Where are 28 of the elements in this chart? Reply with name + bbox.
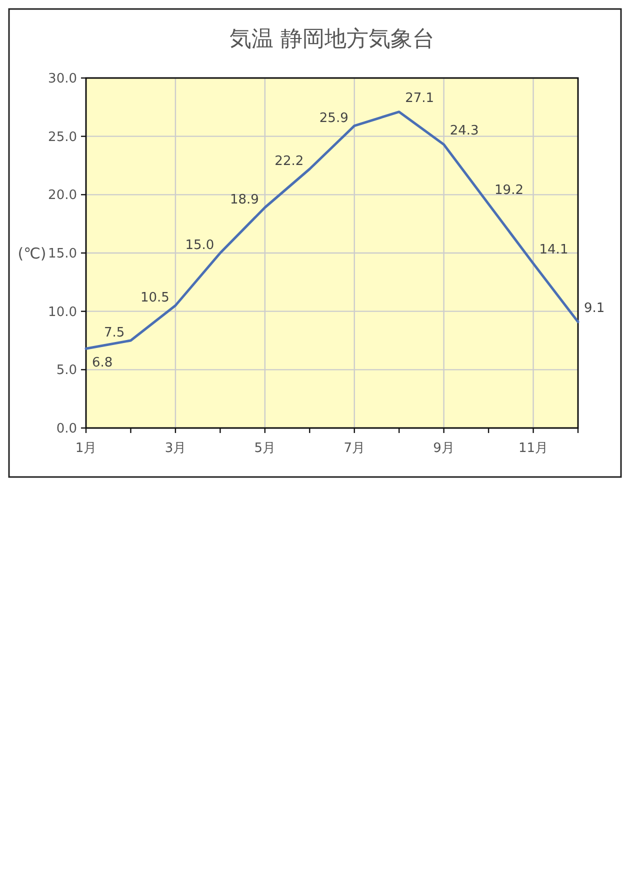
y-tick-label: 20.0	[48, 188, 77, 204]
y-tick-label: 10.0	[48, 304, 77, 320]
data-label: 14.1	[539, 242, 568, 258]
data-label: 10.5	[140, 290, 170, 306]
data-label: 22.2	[274, 154, 304, 169]
y-axis-title: (℃)	[18, 244, 46, 262]
x-tick-label: 7月	[344, 441, 366, 456]
x-tick-label: 3月	[164, 441, 186, 456]
data-label: 24.3	[450, 124, 479, 138]
data-label: 18.9	[230, 192, 259, 208]
chart-title: 気温 静岡地方気象台	[230, 27, 434, 52]
y-tick-label: 30.0	[48, 72, 77, 87]
data-label: 6.8	[92, 356, 113, 371]
y-tick-label: 15.0	[48, 246, 77, 262]
y-tick-label: 25.0	[48, 130, 77, 145]
y-tick-label: 5.0	[56, 363, 77, 378]
data-label: 7.5	[104, 326, 125, 340]
x-tick-label: 9月	[433, 441, 454, 456]
data-label: 9.1	[584, 300, 605, 316]
line-series	[84, 110, 580, 350]
x-tick-label: 5月	[254, 441, 276, 456]
x-tick-label: 11月	[518, 441, 548, 456]
y-tick-label: 0.0	[56, 422, 77, 437]
data-label: 25.9	[319, 110, 348, 126]
data-label: 27.1	[405, 90, 434, 106]
data-label: 19.2	[494, 183, 524, 198]
x-tick-label: 1月	[75, 441, 97, 456]
data-label: 15.0	[185, 238, 214, 253]
